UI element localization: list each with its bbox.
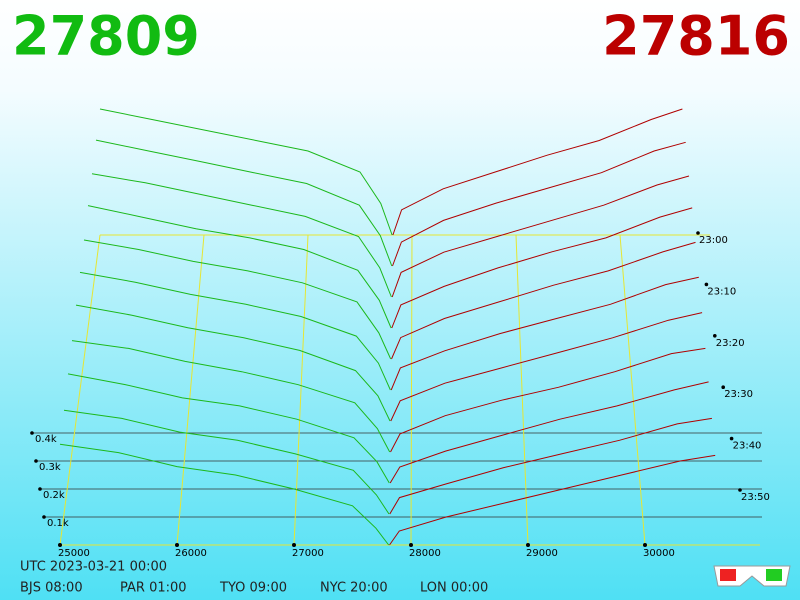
depth-tick-label: 0.3k [39,462,61,473]
time-tick-label: 23:30 [724,389,753,400]
time-tick-label: 23:20 [716,338,745,349]
utc-time: UTC 2023-03-21 00:00 [20,560,167,575]
bid-depth-line [99,108,393,236]
depth-tick-label: 0.1k [47,518,69,529]
bid-price: 27809 [12,5,200,68]
x-tick-label: 29000 [526,548,558,559]
price-guide [619,234,646,546]
price-guide [410,234,413,546]
price-guide [176,234,205,546]
price-guide [293,234,309,546]
bid-depth-line [67,373,390,484]
x-tick [175,543,179,547]
x-tick-label: 30000 [643,548,675,559]
ask-depth-line [392,141,686,267]
ask-depth-line [389,454,716,546]
time-tick [713,334,717,338]
x-tick-label: 25000 [58,548,90,559]
ask-depth-line [390,312,703,422]
bid-depth-line [91,173,392,298]
x-tick [526,543,530,547]
x-tick [643,543,647,547]
x-tick-label: 28000 [409,548,441,559]
x-tick [292,543,296,547]
bid-depth-line [83,239,392,360]
ask-depth-line [392,108,683,236]
ask-depth-line [391,175,690,298]
city-time: BJS 08:00 [20,581,83,596]
green-lens [766,569,782,581]
x-tick-label: 26000 [175,548,207,559]
ask-depth-line [389,381,709,484]
depth-tick [30,431,34,435]
ask-depth-line [389,417,712,515]
city-times: BJS 08:00 PAR 01:00 TYO 09:00 NYC 20:00 LON … [20,581,488,596]
plot: 0.1k 0.2k 0.3k 0.4k 25000 26000 27000 28000 2900… [30,108,770,559]
3d-glasses-icon [713,565,791,587]
red-lens [720,569,736,581]
depth-tick-label: 0.4k [35,434,57,445]
time-tick [729,436,734,441]
depth-tick [42,515,46,519]
x-tick-label: 27000 [292,548,324,559]
ask-depth-line [390,347,706,453]
bid-depth-line [75,304,391,422]
bid-depth-line [79,271,391,391]
time-tick [721,385,725,390]
ask-depth-line [391,241,696,360]
city-time: LON 00:00 [420,581,488,596]
depth-tick [34,459,38,463]
ask-depth-line [390,276,699,391]
x-tick [58,543,62,547]
time-tick [704,282,709,287]
ask-price: 27816 [602,5,790,68]
bid-depth-line [71,340,391,453]
city-time: PAR 01:00 [120,581,187,596]
bid-depth-line [95,139,393,267]
depth-tick [38,487,42,491]
time-tick-label: 23:40 [733,441,762,452]
bid-depth-line [59,443,390,546]
time-tick [738,488,742,492]
bid-depth-line [87,205,392,329]
x-tick [409,543,413,547]
time-tick [696,231,700,235]
city-time: TYO 09:00 [219,581,287,596]
time-tick-label: 23:10 [707,286,736,297]
city-time: NYC 20:00 [320,581,388,596]
price-guide [59,234,101,546]
bid-depth-line [63,409,390,515]
ask-depth-line [391,207,693,329]
price-guide [515,234,529,546]
time-tick-label: 23:00 [699,235,728,246]
time-tick-label: 23:50 [741,492,770,503]
depth-tick-label: 0.2k [43,490,65,501]
